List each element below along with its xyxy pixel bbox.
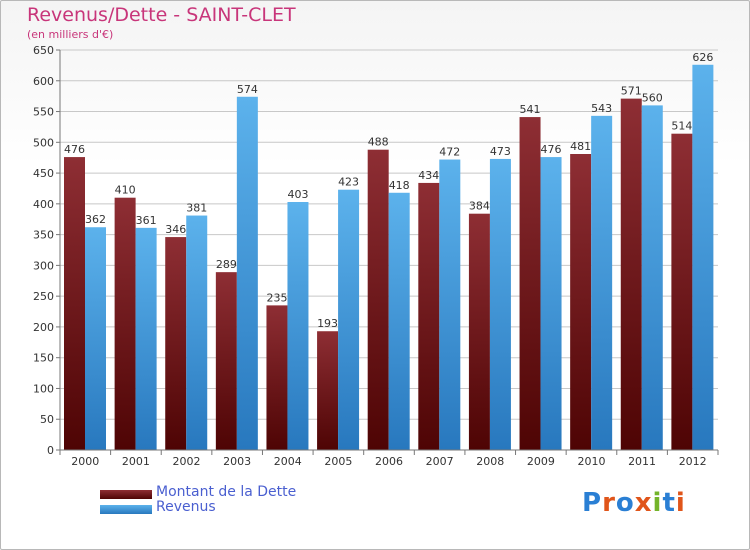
legend-label-revenus: Revenus xyxy=(156,499,216,515)
x-tick-label: 2001 xyxy=(122,455,150,468)
data-label-revenus: 403 xyxy=(287,188,308,201)
bar-revenus xyxy=(186,215,208,450)
y-axis-ticks: 0 50 100 150 200 250 300 350 400 450 500 550 600 650 xyxy=(33,44,60,457)
chart-title: Revenus/Dette - SAINT-CLET xyxy=(27,4,296,26)
x-tick-label: 2007 xyxy=(426,455,454,468)
bar-revenus xyxy=(641,105,663,450)
bar-revenus xyxy=(692,64,714,451)
legend-swatch-dette xyxy=(100,490,152,499)
data-label-revenus: 473 xyxy=(490,145,511,158)
bar-revenus xyxy=(540,157,562,451)
data-label-revenus: 362 xyxy=(85,213,106,226)
data-label-dette: 514 xyxy=(671,120,692,133)
data-label-dette: 346 xyxy=(165,223,186,236)
bar-revenus xyxy=(85,227,106,450)
bar-dette xyxy=(215,272,237,450)
bar-dette xyxy=(266,305,288,450)
bar-dette xyxy=(418,182,440,450)
y-tick-label: 100 xyxy=(33,382,54,395)
x-tick-label: 2009 xyxy=(527,455,555,468)
x-tick-label: 2003 xyxy=(223,455,251,468)
y-tick-label: 250 xyxy=(33,290,54,303)
bar-dette xyxy=(570,154,592,450)
x-tick-label: 2010 xyxy=(577,455,605,468)
bar-revenus xyxy=(388,192,410,450)
logo-letter: t xyxy=(662,488,676,518)
logo-letter: x xyxy=(634,488,653,518)
x-tick-label: 2012 xyxy=(679,455,707,468)
bar-revenus xyxy=(287,202,309,450)
bar-revenus xyxy=(489,158,511,450)
logo-letter: r xyxy=(602,488,616,518)
bar-dette xyxy=(165,237,187,450)
y-tick-label: 350 xyxy=(33,229,54,242)
data-label-revenus: 381 xyxy=(186,202,207,215)
chart-subtitle: (en milliers d'€) xyxy=(27,28,114,41)
data-label-revenus: 574 xyxy=(237,83,258,96)
bar-dette xyxy=(671,133,693,450)
bar-revenus xyxy=(338,189,360,450)
data-label-dette: 481 xyxy=(570,140,591,153)
bar-dette xyxy=(620,98,642,450)
data-label-dette: 410 xyxy=(115,184,136,197)
y-tick-label: 600 xyxy=(33,75,54,88)
data-label-dette: 193 xyxy=(317,317,338,330)
x-tick-label: 2006 xyxy=(375,455,403,468)
data-label-revenus: 361 xyxy=(136,214,157,227)
data-label-dette: 488 xyxy=(368,136,389,149)
data-label-revenus: 472 xyxy=(439,146,460,159)
bar-revenus xyxy=(135,227,157,450)
data-label-revenus: 626 xyxy=(692,51,713,64)
x-axis-ticks: 2000 2001 2002 2003 2004 2005 2006 2007 2008 2009… xyxy=(59,450,719,468)
bar-dette xyxy=(64,157,85,451)
y-tick-label: 0 xyxy=(47,444,54,457)
bar-revenus xyxy=(236,96,258,451)
x-tick-label: 2005 xyxy=(324,455,352,468)
data-label-dette: 235 xyxy=(266,291,287,304)
x-tick-label: 2002 xyxy=(173,455,201,468)
bar-revenus xyxy=(591,115,613,450)
data-label-dette: 384 xyxy=(469,200,490,213)
y-tick-label: 150 xyxy=(33,352,54,365)
data-label-dette: 476 xyxy=(64,143,85,156)
bar-dette xyxy=(367,149,389,450)
y-tick-label: 550 xyxy=(33,106,54,119)
x-tick-label: 2011 xyxy=(628,455,656,468)
y-tick-label: 400 xyxy=(33,198,54,211)
data-label-dette: 434 xyxy=(418,169,439,182)
bar-dette xyxy=(114,197,136,450)
x-tick-label: 2000 xyxy=(71,455,99,468)
bar-dette xyxy=(519,117,541,451)
bar-revenus xyxy=(439,159,461,451)
bar-dette xyxy=(317,331,339,450)
logo-letter: i xyxy=(675,488,686,518)
bars xyxy=(64,64,714,451)
data-label-dette: 571 xyxy=(621,85,642,98)
legend-swatch-revenus xyxy=(100,505,152,514)
y-tick-label: 200 xyxy=(33,321,54,334)
x-tick-label: 2008 xyxy=(476,455,504,468)
data-label-revenus: 423 xyxy=(338,176,359,189)
legend-label-dette: Montant de la Dette xyxy=(156,484,297,500)
data-label-revenus: 418 xyxy=(389,179,410,192)
y-tick-label: 300 xyxy=(33,259,54,272)
y-tick-label: 50 xyxy=(40,413,54,426)
data-label-revenus: 560 xyxy=(642,91,663,104)
x-tick-label: 2004 xyxy=(274,455,302,468)
data-label-dette: 541 xyxy=(520,103,541,116)
data-label-dette: 289 xyxy=(216,258,237,271)
y-tick-label: 500 xyxy=(33,136,54,149)
data-label-revenus: 476 xyxy=(541,143,562,156)
logo-letter: P xyxy=(582,488,603,518)
data-label-revenus: 543 xyxy=(591,102,612,115)
proxiti-logo: Proxiti xyxy=(582,488,686,518)
logo-letter: i xyxy=(652,488,663,518)
logo-letter: o xyxy=(615,488,635,518)
y-tick-label: 650 xyxy=(33,44,54,57)
y-tick-label: 450 xyxy=(33,167,54,180)
bar-dette xyxy=(468,213,490,450)
